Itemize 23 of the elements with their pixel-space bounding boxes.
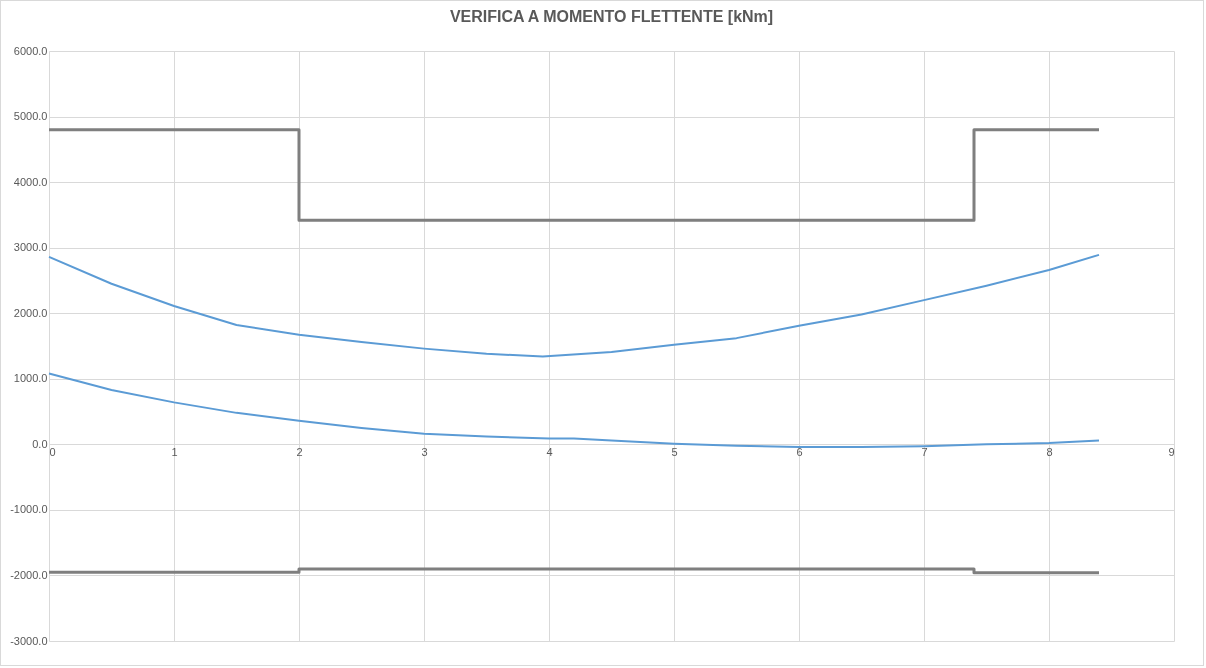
x-tick-label: 2: [296, 445, 303, 458]
line-series: [48, 372, 1100, 448]
y-tick-label: 3000.0: [13, 241, 48, 254]
x-tick-label: 6: [796, 445, 803, 458]
x-tick-label: 8: [1046, 445, 1053, 458]
y-tick-label: 0.0: [32, 437, 48, 450]
x-tick-label: 1: [171, 445, 178, 458]
x-tick-label: 4: [546, 445, 553, 458]
x-tick-label: 7: [921, 445, 928, 458]
x-tick-label: 9: [1168, 445, 1175, 458]
y-tick-label: -1000.0: [10, 503, 48, 516]
y-tick-label: 1000.0: [13, 372, 48, 385]
y-tick-label: -3000.0: [10, 634, 48, 647]
x-tick-label: 5: [671, 445, 678, 458]
line-series: [48, 253, 1100, 358]
y-tick-label: 5000.0: [13, 110, 48, 123]
x-tick-label: 0: [49, 445, 56, 458]
y-tick-label: 2000.0: [13, 306, 48, 319]
y-tick-label: 4000.0: [13, 175, 48, 188]
y-tick-label: 6000.0: [13, 44, 48, 57]
chart-title: VERIFICA A MOMENTO FLETTENTE [kNm]: [449, 8, 774, 25]
y-tick-label: -2000.0: [10, 568, 48, 581]
x-tick-label: 3: [421, 445, 428, 458]
